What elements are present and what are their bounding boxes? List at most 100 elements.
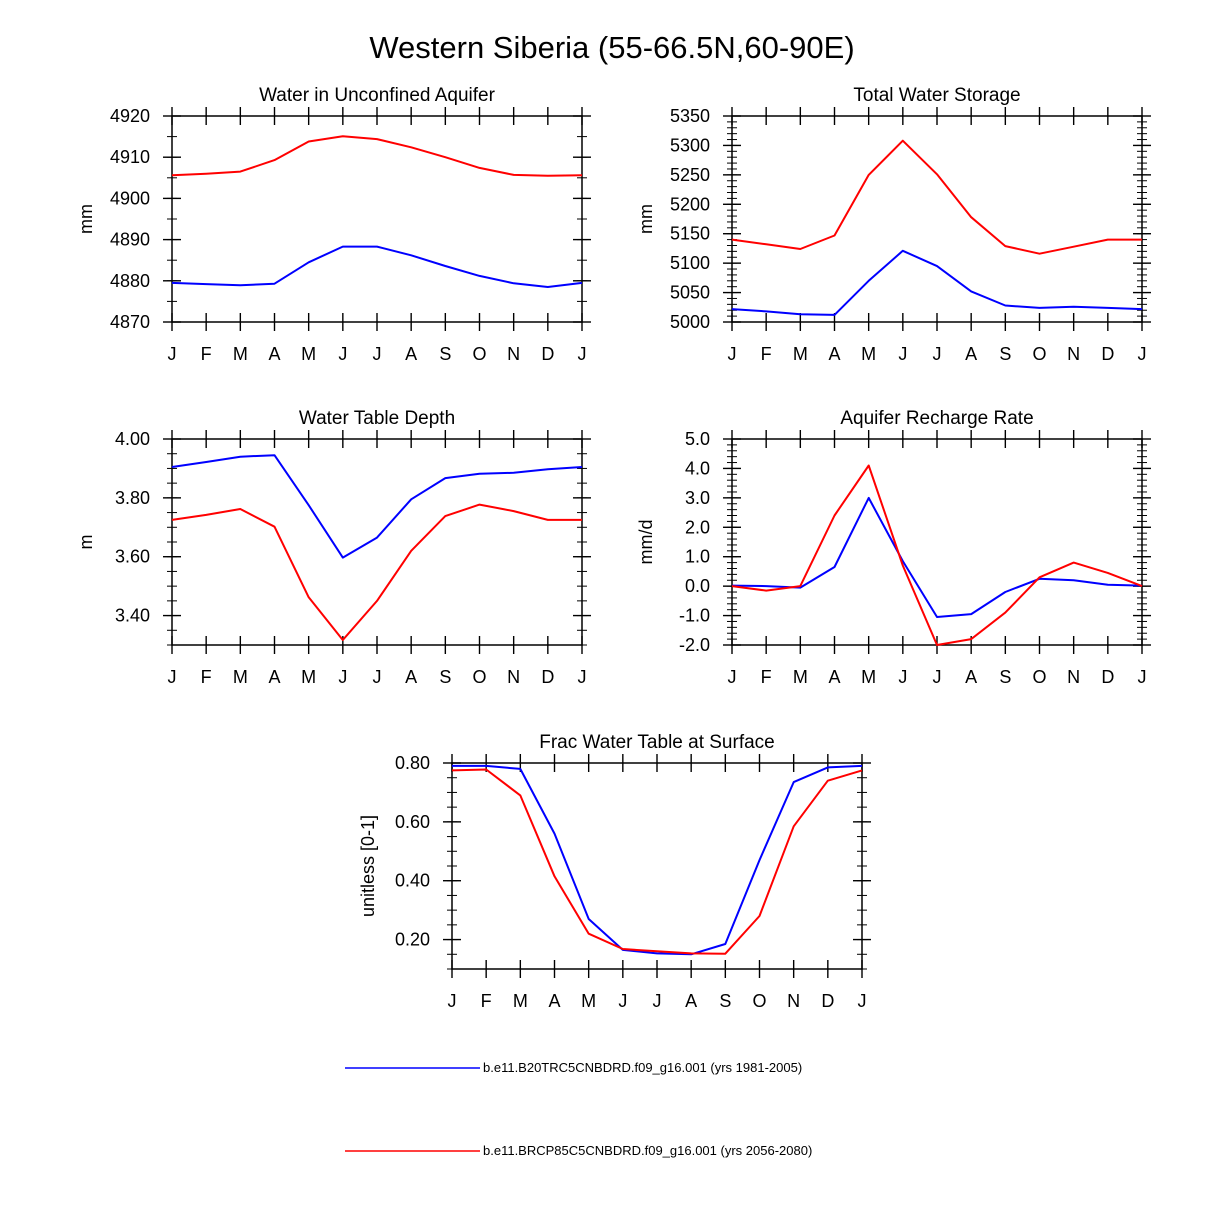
- x-tick-label: A: [268, 667, 280, 687]
- x-tick-label: J: [373, 667, 382, 687]
- x-tick-label: J: [933, 667, 942, 687]
- x-tick-label: A: [685, 991, 697, 1011]
- x-tick-label: J: [1138, 667, 1147, 687]
- y-tick-label: 4920: [110, 106, 150, 126]
- y-tick-label: 5200: [670, 194, 710, 214]
- x-tick-label: O: [1032, 344, 1046, 364]
- y-tick-label: 5.0: [685, 429, 710, 449]
- x-tick-label: M: [301, 344, 316, 364]
- series-line-historical: [452, 764, 863, 956]
- y-tick-label: 1.0: [685, 547, 710, 567]
- x-tick-label: J: [168, 667, 177, 687]
- x-tick-label: O: [472, 344, 486, 364]
- y-tick-label: 4880: [110, 271, 150, 291]
- x-tick-label: S: [999, 344, 1011, 364]
- x-tick-label: J: [898, 344, 907, 364]
- series-line-future: [451, 768, 863, 955]
- x-tick-label: A: [965, 344, 977, 364]
- x-tick-label: F: [761, 667, 772, 687]
- x-tick-label: M: [233, 667, 248, 687]
- x-tick-label: S: [439, 667, 451, 687]
- y-tick-label: 4.0: [685, 458, 710, 478]
- x-tick-label: J: [728, 667, 737, 687]
- y-tick-label: 2.0: [685, 517, 710, 537]
- x-tick-label: J: [618, 991, 627, 1011]
- x-tick-label: D: [541, 344, 554, 364]
- x-tick-label: D: [1101, 344, 1114, 364]
- x-tick-label: M: [513, 991, 528, 1011]
- x-tick-label: J: [858, 991, 867, 1011]
- x-tick-label: A: [548, 991, 560, 1011]
- series-line-future: [171, 135, 583, 177]
- x-tick-label: M: [793, 344, 808, 364]
- x-tick-label: A: [405, 667, 417, 687]
- x-tick-label: J: [1138, 344, 1147, 364]
- legend-label-future: b.e11.BRCP85C5CNBDRD.f09_g16.001 (yrs 20…: [483, 1143, 812, 1158]
- chart-title: Water Table Depth: [299, 408, 455, 429]
- y-axis-label: mm/d: [636, 520, 656, 565]
- x-tick-label: S: [439, 344, 451, 364]
- y-tick-label: 5350: [670, 106, 710, 126]
- series-line-historical: [731, 496, 1143, 618]
- x-tick-label: M: [793, 667, 808, 687]
- y-tick-label: 4890: [110, 230, 150, 250]
- chart-title: Total Water Storage: [853, 85, 1020, 106]
- x-tick-label: A: [828, 344, 840, 364]
- x-tick-label: N: [1067, 344, 1080, 364]
- y-tick-label: 4.00: [115, 429, 150, 449]
- x-tick-label: D: [1101, 667, 1114, 687]
- x-tick-label: J: [728, 344, 737, 364]
- y-tick-label: 3.80: [115, 488, 150, 508]
- y-axis-label: mm: [76, 204, 96, 234]
- chart-title: Frac Water Table at Surface: [539, 732, 775, 753]
- x-tick-label: D: [821, 991, 834, 1011]
- y-tick-label: 3.40: [115, 606, 150, 626]
- legend: b.e11.B20TRC5CNBDRD.f09_g16.001 (yrs 198…: [345, 1060, 812, 1158]
- y-tick-label: 0.60: [395, 812, 430, 832]
- x-tick-label: O: [472, 667, 486, 687]
- x-tick-label: J: [338, 667, 347, 687]
- y-tick-label: -1.0: [679, 606, 710, 626]
- series-line-future: [171, 503, 582, 641]
- plot-frame: [731, 115, 1143, 323]
- x-tick-label: M: [861, 667, 876, 687]
- x-tick-label: N: [1067, 667, 1080, 687]
- x-tick-label: N: [507, 667, 520, 687]
- y-tick-label: 5250: [670, 165, 710, 185]
- x-tick-label: M: [581, 991, 596, 1011]
- y-axis-label: unitless [0-1]: [358, 815, 378, 917]
- y-tick-label: 5300: [670, 135, 710, 155]
- y-tick-label: -2.0: [679, 635, 710, 655]
- plot-frame: [171, 115, 583, 323]
- x-tick-label: F: [201, 667, 212, 687]
- x-tick-label: J: [338, 344, 347, 364]
- series-line-future: [731, 139, 1142, 255]
- plot-frame: [451, 762, 863, 970]
- x-tick-label: N: [507, 344, 520, 364]
- x-tick-label: J: [653, 991, 662, 1011]
- y-tick-label: 5150: [670, 224, 710, 244]
- y-tick-label: 4870: [110, 312, 150, 332]
- x-tick-label: A: [965, 667, 977, 687]
- chart-title: Aquifer Recharge Rate: [840, 408, 1033, 429]
- x-tick-label: F: [481, 991, 492, 1011]
- x-tick-label: J: [898, 667, 907, 687]
- y-tick-label: 3.60: [115, 547, 150, 567]
- x-tick-label: F: [761, 344, 772, 364]
- x-tick-label: J: [933, 344, 942, 364]
- plot-frame: [171, 438, 583, 646]
- chart-title: Water in Unconfined Aquifer: [259, 85, 496, 106]
- x-tick-label: M: [301, 667, 316, 687]
- x-tick-label: J: [578, 344, 587, 364]
- y-tick-label: 0.20: [395, 930, 430, 950]
- x-tick-label: M: [233, 344, 248, 364]
- series-line-historical: [731, 249, 1143, 316]
- x-tick-label: J: [373, 344, 382, 364]
- x-tick-label: D: [541, 667, 554, 687]
- x-tick-label: S: [999, 667, 1011, 687]
- x-tick-label: A: [828, 667, 840, 687]
